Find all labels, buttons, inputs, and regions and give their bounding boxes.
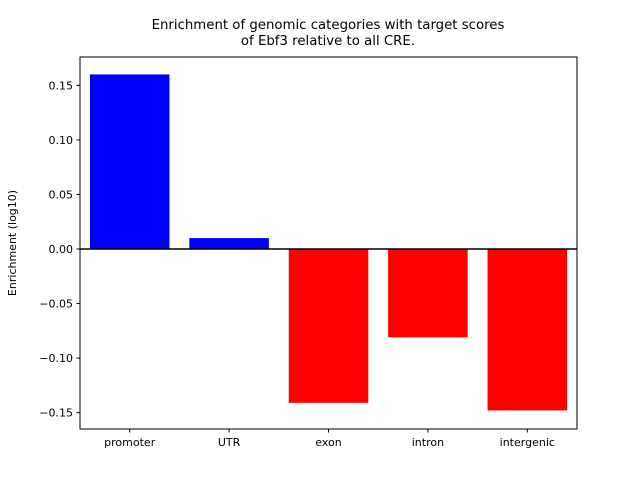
- axes-group: promoter UTR exon intron intergenic −0.15 −0.1…: [39, 56, 578, 449]
- y-axis-label: Enrichment (log10): [6, 190, 19, 296]
- x-tick-label-intergenic: intergenic: [500, 436, 555, 449]
- x-tick-label-exon: exon: [315, 436, 341, 449]
- y-tick-label: −0.10: [39, 352, 73, 365]
- axes-border: [79, 56, 578, 430]
- x-tick-label-intron: intron: [412, 436, 444, 449]
- bars-group: [89, 74, 568, 411]
- bar-promoter: [89, 74, 170, 249]
- y-tick-label: 0.05: [49, 188, 74, 201]
- y-tick-label: 0.15: [49, 79, 74, 92]
- bar-intergenic: [487, 249, 568, 411]
- y-tick-label: −0.15: [39, 407, 73, 420]
- y-tick-label: −0.05: [39, 298, 73, 311]
- bar-UTR: [189, 238, 269, 249]
- y-tick-label: 0.00: [49, 243, 74, 256]
- chart-title-line2: of Ebf3 relative to all CRE.: [241, 34, 415, 49]
- bar-intron: [388, 249, 468, 338]
- chart-title-line1: Enrichment of genomic categories with ta…: [152, 18, 505, 33]
- x-tick-label-promoter: promoter: [104, 436, 156, 449]
- x-tick-label-UTR: UTR: [218, 436, 241, 449]
- bar-exon: [288, 249, 369, 403]
- y-tick-label: 0.10: [49, 134, 74, 147]
